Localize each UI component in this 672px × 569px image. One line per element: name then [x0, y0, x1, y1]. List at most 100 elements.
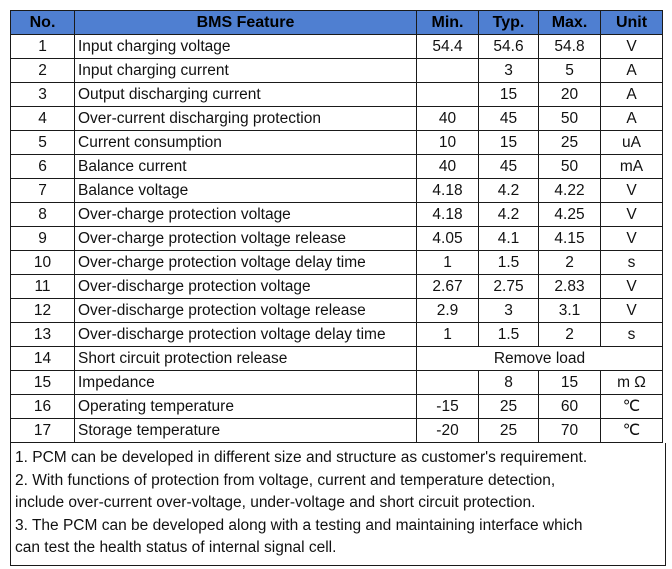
cell-no: 14: [10, 346, 75, 371]
note-line: 2. With functions of protection from vol…: [15, 471, 556, 489]
table-body: 1 Input charging voltage 54.4 54.6 54.8 V 2 Inp…: [10, 34, 663, 443]
cell-min: [416, 370, 479, 395]
cell-no: 10: [10, 250, 75, 275]
note-line: 3. The PCM can be developed along with a…: [15, 516, 583, 534]
cell-no: 17: [10, 418, 75, 443]
note-line: can test the health status of internal s…: [15, 539, 337, 556]
cell-max: 15: [538, 370, 601, 395]
table-row: 15 Impedance 8 15 m Ω: [10, 370, 663, 395]
note-line: 1. PCM can be developed in different siz…: [15, 449, 588, 466]
cell-no: 12: [10, 298, 75, 323]
cell-typ: 4.1: [478, 226, 539, 251]
cell-feature: Input charging current: [74, 58, 417, 83]
cell-unit: uA: [600, 130, 663, 155]
table-row: 2 Input charging current 3 5 A: [10, 58, 663, 83]
cell-min: 10: [416, 130, 479, 155]
bms-feature-table: No. BMS Feature Min. Typ. Max. Unit 1 Inp…: [10, 10, 663, 443]
table-row: 1 Input charging voltage 54.4 54.6 54.8 V: [10, 34, 663, 59]
cell-min: 40: [416, 106, 479, 131]
cell-max: 5: [538, 58, 601, 83]
table-row: 14 Short circuit protection release Remove…: [10, 346, 663, 371]
cell-unit: V: [600, 202, 663, 227]
table-row: 8 Over-charge protection voltage 4.18 4.2 4.…: [10, 202, 663, 227]
header-no: No.: [10, 10, 75, 35]
cell-unit: V: [600, 298, 663, 323]
cell-feature: Over-charge protection voltage release: [74, 226, 417, 251]
cell-min: [416, 58, 479, 83]
cell-unit: s: [600, 250, 663, 275]
cell-max: 4.25: [538, 202, 601, 227]
table-row: 10 Over-charge protection voltage delay t…: [10, 250, 663, 275]
cell-max: 70: [538, 418, 601, 443]
cell-feature: Short circuit protection release: [74, 346, 417, 371]
cell-merged-value: Remove load: [416, 346, 663, 371]
cell-feature: Storage temperature: [74, 418, 417, 443]
cell-no: 11: [10, 274, 75, 299]
cell-min: -15: [416, 394, 479, 419]
cell-typ: 4.2: [478, 178, 539, 203]
cell-feature: Input charging voltage: [74, 34, 417, 59]
table-row: 12 Over-discharge protection voltage rele…: [10, 298, 663, 323]
header-unit: Unit: [600, 10, 663, 35]
cell-typ: 15: [478, 82, 539, 107]
cell-max: 2: [538, 250, 601, 275]
cell-max: 4.22: [538, 178, 601, 203]
cell-unit: V: [600, 178, 663, 203]
cell-typ: 1.5: [478, 250, 539, 275]
table-row: 16 Operating temperature -15 25 60 ℃: [10, 394, 663, 419]
cell-min: 1: [416, 322, 479, 347]
table-row: 5 Current consumption 10 15 25 uA: [10, 130, 663, 155]
table-row: 3 Output discharging current 15 20 A: [10, 82, 663, 107]
table-row: 6 Balance current 40 45 50 mA: [10, 154, 663, 179]
cell-min: 40: [416, 154, 479, 179]
cell-feature: Over-current discharging protection: [74, 106, 417, 131]
table-row: 11 Over-discharge protection voltage 2.67 2…: [10, 274, 663, 299]
cell-min: 4.18: [416, 178, 479, 203]
cell-feature: Over-discharge protection voltage: [74, 274, 417, 299]
cell-no: 3: [10, 82, 75, 107]
cell-min: 2.9: [416, 298, 479, 323]
cell-no: 15: [10, 370, 75, 395]
cell-feature: Current consumption: [74, 130, 417, 155]
cell-typ: 25: [478, 418, 539, 443]
cell-max: 3.1: [538, 298, 601, 323]
cell-max: 50: [538, 154, 601, 179]
cell-unit: ℃: [600, 394, 663, 419]
cell-min: 54.4: [416, 34, 479, 59]
cell-typ: 1.5: [478, 322, 539, 347]
cell-typ: 4.2: [478, 202, 539, 227]
cell-feature: Impedance: [74, 370, 417, 395]
cell-typ: 2.75: [478, 274, 539, 299]
cell-feature: Output discharging current: [74, 82, 417, 107]
cell-no: 5: [10, 130, 75, 155]
cell-max: 25: [538, 130, 601, 155]
cell-min: 4.18: [416, 202, 479, 227]
cell-min: 2.67: [416, 274, 479, 299]
table-row: 9 Over-charge protection voltage release 4…: [10, 226, 663, 251]
cell-feature: Over-charge protection voltage: [74, 202, 417, 227]
cell-no: 16: [10, 394, 75, 419]
cell-max: 20: [538, 82, 601, 107]
cell-feature: Over-discharge protection voltage delay …: [74, 322, 417, 347]
cell-unit: s: [600, 322, 663, 347]
cell-feature: Operating temperature: [74, 394, 417, 419]
cell-min: [416, 82, 479, 107]
cell-unit: A: [600, 82, 663, 107]
notes-block: 1. PCM can be developed in different siz…: [10, 443, 666, 566]
cell-no: 4: [10, 106, 75, 131]
cell-max: 60: [538, 394, 601, 419]
cell-typ: 45: [478, 154, 539, 179]
cell-feature: Balance current: [74, 154, 417, 179]
cell-unit: A: [600, 58, 663, 83]
cell-unit: mA: [600, 154, 663, 179]
cell-min: 1: [416, 250, 479, 275]
cell-max: 2.83: [538, 274, 601, 299]
cell-max: 50: [538, 106, 601, 131]
cell-typ: 25: [478, 394, 539, 419]
cell-no: 6: [10, 154, 75, 179]
cell-feature: Over-discharge protection voltage releas…: [74, 298, 417, 323]
cell-unit: m Ω: [600, 370, 663, 395]
header-feature: BMS Feature: [74, 10, 417, 35]
header-typ: Typ.: [478, 10, 539, 35]
cell-no: 8: [10, 202, 75, 227]
